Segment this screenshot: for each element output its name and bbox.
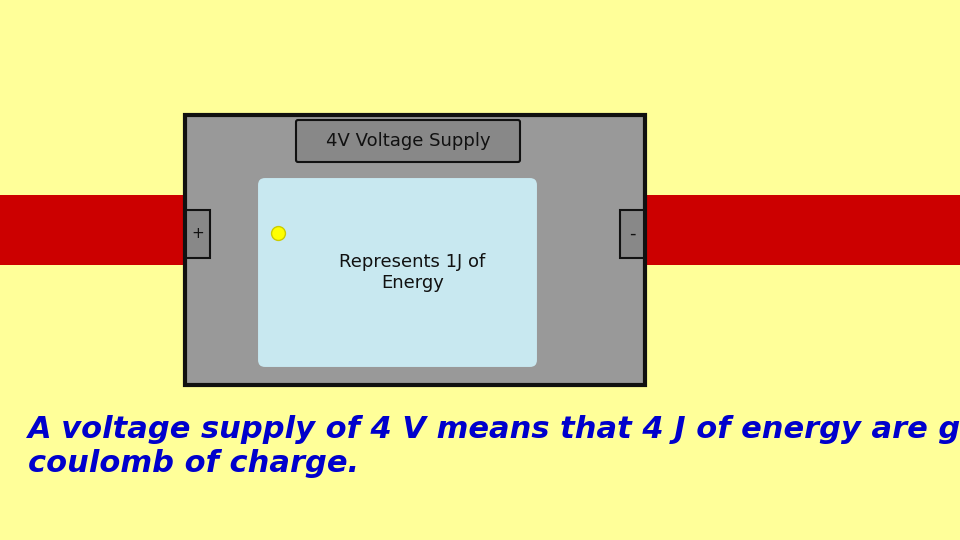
Text: +: + (192, 226, 204, 241)
Point (271, 228, 286, 237)
FancyBboxPatch shape (185, 115, 645, 385)
FancyBboxPatch shape (257, 177, 538, 368)
Text: -: - (629, 225, 636, 243)
FancyBboxPatch shape (620, 210, 644, 258)
FancyBboxPatch shape (186, 210, 210, 258)
FancyBboxPatch shape (0, 195, 960, 265)
FancyBboxPatch shape (296, 120, 520, 162)
Text: A voltage supply of 4 V means that 4 J of energy are given to each
coulomb of ch: A voltage supply of 4 V means that 4 J o… (28, 415, 960, 477)
Text: Represents 1J of
Energy: Represents 1J of Energy (340, 253, 486, 292)
Text: 4V Voltage Supply: 4V Voltage Supply (325, 132, 491, 150)
